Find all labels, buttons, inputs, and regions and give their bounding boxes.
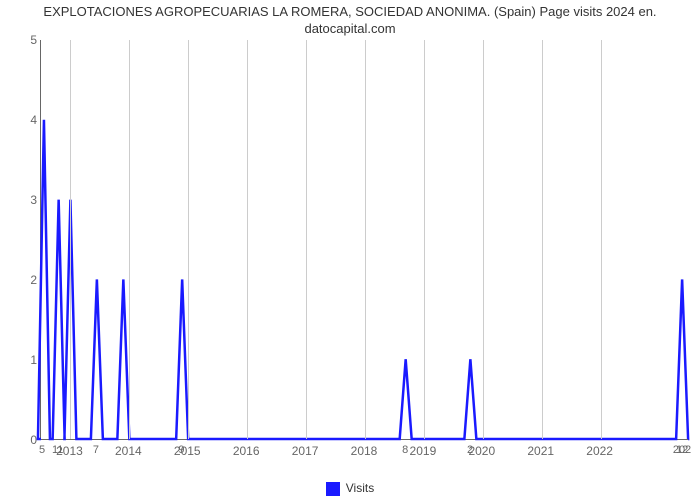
- spike-label: 8: [402, 444, 408, 456]
- x-tick-label: 2015: [157, 444, 217, 458]
- title-line-2: datocapital.com: [304, 21, 395, 36]
- gridline-v: [70, 40, 71, 439]
- chart-title: EXPLOTACIONES AGROPECUARIAS LA ROMERA, S…: [0, 4, 700, 38]
- y-tick-label: 4: [25, 113, 37, 127]
- spike-label: 12: [676, 444, 688, 456]
- spike-label: 7: [93, 444, 99, 456]
- gridline-v: [247, 40, 248, 439]
- x-tick-label: 2013: [39, 444, 99, 458]
- gridline-v: [365, 40, 366, 439]
- gridline-v: [188, 40, 189, 439]
- x-tick-label: 2020: [452, 444, 512, 458]
- visits-series: [38, 120, 688, 439]
- spike-label: 9: [178, 444, 184, 456]
- title-line-1: EXPLOTACIONES AGROPECUARIAS LA ROMERA, S…: [43, 4, 656, 19]
- gridline-v: [542, 40, 543, 439]
- x-tick-label: 2017: [275, 444, 335, 458]
- gridline-v: [601, 40, 602, 439]
- x-tick-label: 2021: [511, 444, 571, 458]
- gridline-v: [424, 40, 425, 439]
- x-tick-label: 2022: [570, 444, 630, 458]
- x-edge-label-left: 5: [39, 444, 45, 456]
- y-tick-label: 1: [25, 353, 37, 367]
- y-tick-label: 3: [25, 193, 37, 207]
- y-tick-label: 0: [25, 433, 37, 447]
- x-tick-label: 2014: [98, 444, 158, 458]
- legend-swatch: [326, 482, 340, 496]
- x-tick-label: 2018: [334, 444, 394, 458]
- plot-area: [40, 40, 688, 440]
- x-tick-label: 2016: [216, 444, 276, 458]
- gridline-v: [483, 40, 484, 439]
- gridline-v: [129, 40, 130, 439]
- y-tick-label: 5: [25, 33, 37, 47]
- spike-label: 11: [52, 444, 63, 456]
- legend-label: Visits: [346, 481, 374, 495]
- gridline-v: [306, 40, 307, 439]
- chart-container: EXPLOTACIONES AGROPECUARIAS LA ROMERA, S…: [0, 0, 700, 500]
- y-tick-label: 2: [25, 273, 37, 287]
- spike-label: 2: [467, 444, 473, 456]
- legend: Visits: [0, 481, 700, 496]
